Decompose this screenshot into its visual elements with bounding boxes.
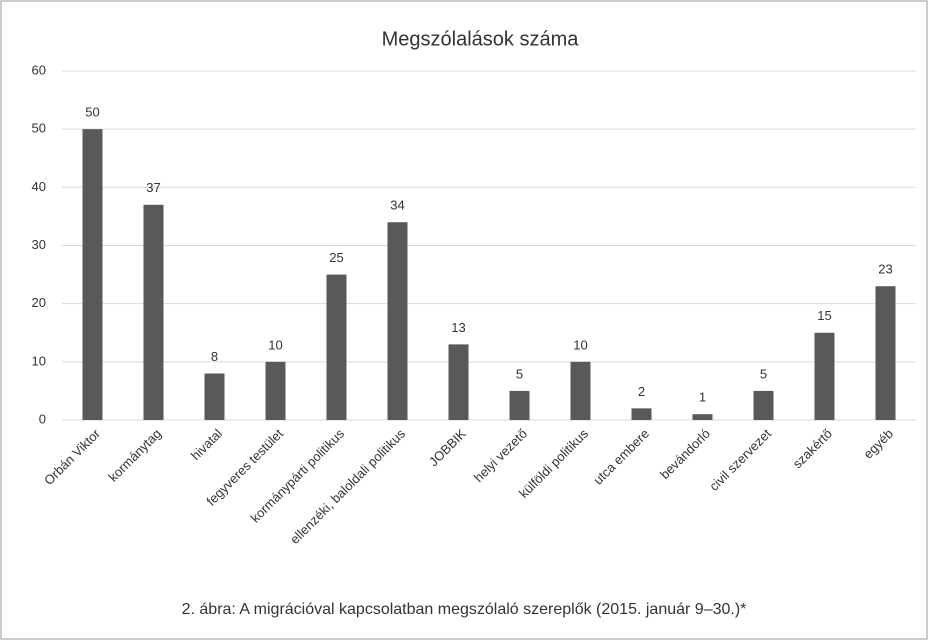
y-tick-label: 60 [32,62,46,77]
data-label: 1 [699,390,706,405]
x-tick-label: egyéb [860,426,896,462]
x-tick-label: kormánytag [105,426,164,485]
y-tick-label: 40 [32,179,46,194]
y-tick-label: 0 [39,411,46,426]
y-tick-label: 20 [32,295,46,310]
bar [265,361,286,420]
bar [448,344,469,420]
x-tick-label: bevándorló [657,426,713,482]
bar [753,390,774,420]
bar [204,373,225,420]
bar [326,274,347,420]
chart-title: Megszólalások száma [382,28,580,50]
y-tick-label: 50 [32,121,46,136]
bar [875,286,896,420]
x-tick-label: ellenzéki, baloldali politikus [287,426,408,547]
x-tick-label: civil szervezet [706,426,774,494]
x-tick-label: utca embere [590,426,652,488]
data-label: 25 [329,250,343,265]
bar [570,361,591,420]
bar [387,222,408,420]
x-tick-label: helyi vezető [471,426,530,485]
data-label: 50 [85,105,99,120]
x-tick-label: hivatal [188,426,225,463]
data-label: 8 [211,349,218,364]
y-tick-label: 10 [32,353,46,368]
bar [143,204,164,420]
caption: 2. ábra: A migrációval kapcsolatban megs… [182,601,747,618]
data-label: 34 [390,198,404,213]
bar [82,129,103,420]
bar [692,414,713,420]
data-label: 23 [878,262,892,277]
bar [631,408,652,420]
data-label: 37 [146,180,160,195]
data-label: 10 [573,337,587,352]
bar [814,332,835,420]
data-label: 5 [516,366,523,381]
data-label: 2 [638,384,645,399]
x-tick-label: szakértő [790,426,835,471]
bar [509,390,530,420]
data-label: 13 [451,320,465,335]
data-label: 10 [268,337,282,352]
x-tick-label: Orbán Viktor [41,425,104,488]
x-tick-label: JOBBIK [426,426,470,470]
data-label: 15 [817,308,831,323]
y-tick-label: 30 [32,237,46,252]
data-label: 5 [760,366,767,381]
